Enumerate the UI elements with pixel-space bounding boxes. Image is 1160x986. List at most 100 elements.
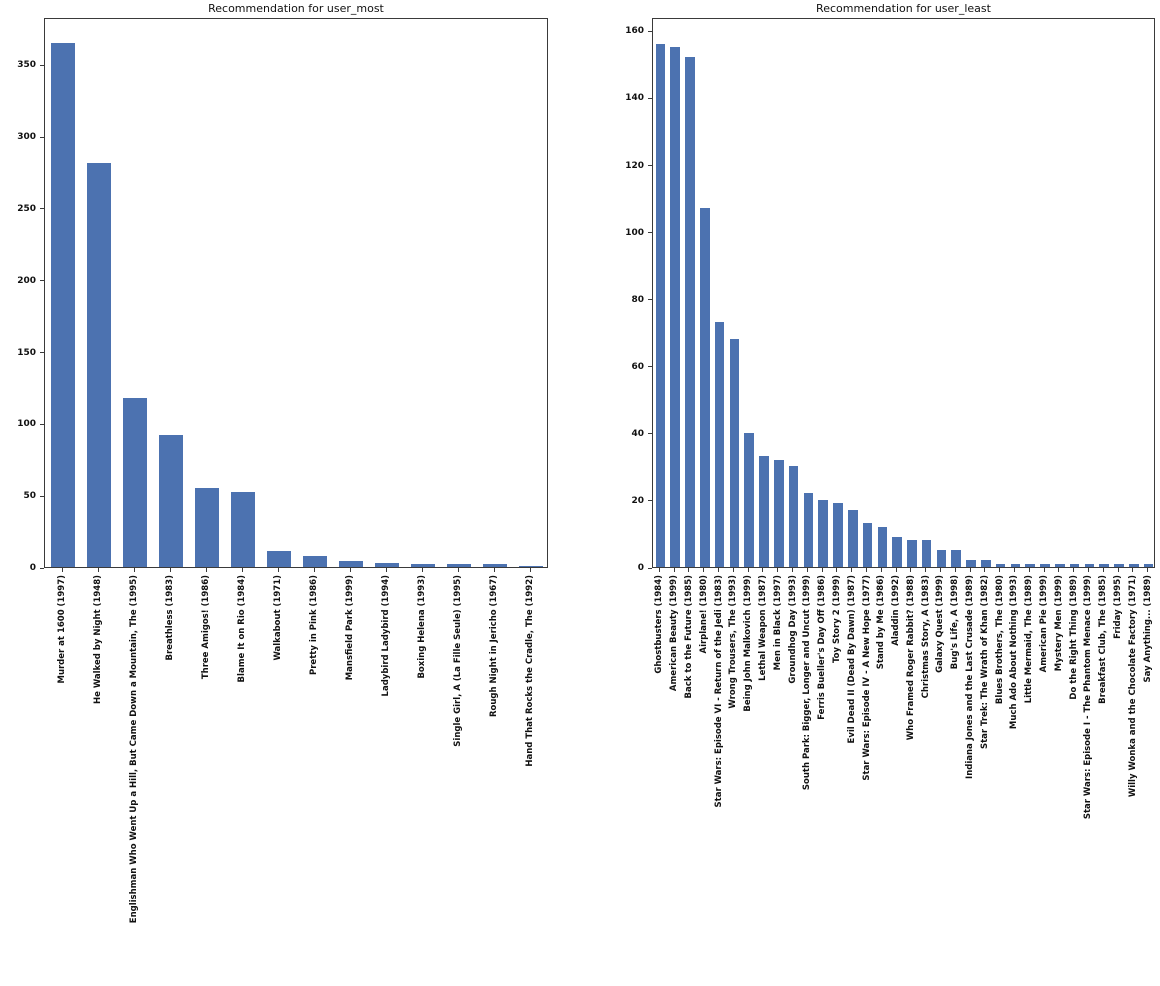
x-tick-mark [673,568,675,572]
y-tick-mark [40,352,44,354]
x-tick-mark [866,568,867,572]
y-tick-mark [648,97,652,99]
x-tick-label: Star Wars: Episode VI - Return of the Je… [713,575,724,808]
x-tick-label: Airplane! (1980) [698,575,709,654]
x-tick-label: Ferris Bueller's Day Off (1986) [817,575,828,720]
bar [833,503,843,567]
x-tick-label: Little Mermaid, The (1989) [1024,575,1035,704]
x-tick-mark [821,568,823,572]
x-tick-mark [313,568,315,572]
y-tick-mark [40,567,44,569]
y-tick-mark [40,280,44,282]
x-tick-label: Ladybird Ladybird (1994) [381,575,391,697]
x-tick-mark [1117,568,1119,572]
x-tick-mark [747,568,749,572]
x-tick-label: Willy Wonka and the Chocolate Factory (1… [1127,575,1138,798]
x-tick-label: He Walked by Night (1948) [93,575,103,704]
x-tick-label: Breakfast Club, The (1985) [1098,575,1109,704]
x-tick-label: Pretty in Pink (1986) [309,575,319,675]
y-tick-label: 250 [17,203,36,214]
bar [981,560,991,567]
bar [1010,563,1021,567]
x-tick-mark [169,568,171,572]
x-tick-label: Single Girl, A (La Fille Seule) (1995) [453,575,463,747]
bar [699,208,710,567]
x-tick-label: American Pie (1999) [1039,575,1050,673]
x-tick-label: Stand by Me (1986) [876,575,887,670]
bar [892,536,902,567]
x-tick-mark [1043,568,1045,572]
x-tick-mark [205,568,207,572]
y-tick-label: 200 [17,275,36,286]
bar [1099,563,1110,567]
x-tick-label: Walkabout (1971) [273,575,283,661]
x-tick-label: Friday (1995) [1113,575,1123,639]
y-tick-label: 60 [631,361,644,372]
x-tick-label: Boxing Helena (1993) [417,575,427,679]
x-tick-label: Ghostbusters (1984) [654,575,665,674]
y-tick-label: 80 [631,294,644,305]
x-tick-mark [1058,568,1060,572]
bar [847,510,858,567]
bar [995,563,1006,567]
y-tick-label: 350 [17,60,36,71]
bar [87,163,111,567]
bar [729,338,740,567]
y-tick-label: 20 [631,495,644,506]
x-tick-label: Blame It on Rio (1984) [237,575,247,683]
x-tick-label: Groundhog Day (1993) [787,575,798,684]
x-tick-mark [762,568,764,572]
x-tick-mark [457,568,459,572]
bar [1040,563,1050,567]
x-tick-mark [1028,568,1030,572]
bar [339,561,363,567]
y-tick-mark [648,433,652,435]
bar [483,564,507,567]
x-tick-label: Murder at 1600 (1997) [57,575,67,684]
x-tick-label: Star Wars: Episode I - The Phantom Menac… [1083,575,1094,820]
x-tick-mark [925,568,927,572]
x-tick-mark [133,568,135,572]
x-tick-label: Bug's Life, A (1998) [950,575,961,670]
y-tick-label: 150 [17,347,36,358]
x-tick-label: Do the Right Thing (1989) [1068,575,1079,700]
chart-title: Recommendation for user_most [208,2,384,15]
x-tick-label: Much Ado About Nothing (1993) [1009,575,1020,730]
bar [267,551,291,567]
bar [123,397,147,567]
y-tick-label: 120 [625,160,644,171]
plot-area [44,18,548,568]
x-tick-mark [658,568,660,572]
y-tick-mark [648,567,652,569]
bar [1025,563,1036,567]
x-tick-label: Star Wars: Episode IV - A New Hope (1977… [861,575,872,781]
x-tick-mark [703,568,705,572]
x-tick-mark [732,568,734,572]
bar [1069,563,1080,567]
x-tick-label: Indiana Jones and the Last Crusade (1989… [965,575,976,779]
x-tick-label: Men in Black (1997) [772,575,783,671]
bar [411,564,435,567]
bar [159,434,183,567]
x-tick-mark [61,568,63,572]
bar [1143,563,1154,567]
bar [773,459,784,567]
x-tick-mark [1147,568,1149,572]
x-tick-mark [939,568,941,572]
y-tick-mark [648,500,652,502]
y-tick-label: 0 [637,563,644,573]
y-tick-mark [648,299,652,301]
bar [51,42,75,567]
bar [936,550,947,567]
bar [655,43,666,567]
bar [744,432,754,567]
y-tick-mark [648,165,652,167]
y-tick-mark [40,423,44,425]
x-tick-label: Toy Story 2 (1999) [831,575,842,664]
x-tick-mark [954,568,956,572]
x-tick-mark [836,568,838,572]
x-tick-mark [241,568,243,572]
y-tick-mark [40,64,44,66]
